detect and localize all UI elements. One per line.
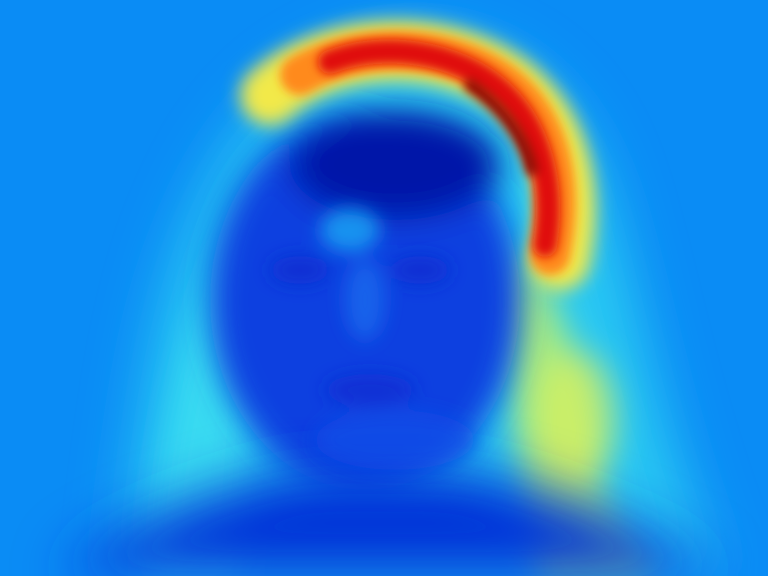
face-features xyxy=(270,208,475,470)
shoulders-region xyxy=(60,470,720,576)
heat-arc-red xyxy=(318,39,560,257)
right-hair-glow xyxy=(500,240,660,576)
heat-arc-hotspot xyxy=(464,79,538,176)
